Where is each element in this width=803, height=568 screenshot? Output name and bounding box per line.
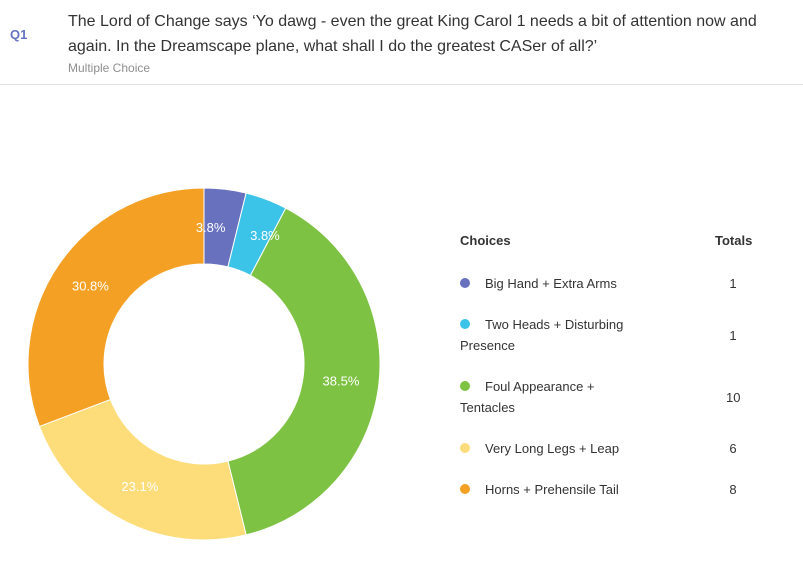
legend-color-dot [460, 484, 470, 494]
legend-choice-label: Very Long Legs + Leap [485, 441, 620, 456]
legend-color-dot [460, 319, 470, 329]
slice-percent-label: 3.8% [250, 228, 280, 243]
legend-choice-label: Horns + Prehensile Tail [485, 482, 619, 497]
legend-choice-label: Foul Appearance + Tentacles [460, 379, 595, 415]
legend-total-value: 6 [729, 441, 737, 456]
legend-color-dot [460, 278, 470, 288]
question-type: Multiple Choice [68, 61, 151, 75]
donut-slice [38, 398, 247, 541]
slice-percent-label: 3.8% [196, 220, 226, 235]
legend-color-dot [460, 381, 470, 391]
legend-total-value: 1 [729, 328, 737, 343]
legend-total-value: 10 [726, 390, 741, 405]
slice-percent-label: 23.1% [121, 479, 158, 494]
question-number: Q1 [10, 27, 28, 42]
choices-header: Choices [460, 233, 511, 248]
legend-choice-label: Two Heads + Disturbing Presence [460, 317, 624, 353]
donut-slice [227, 207, 381, 536]
donut-chart: 3.8% 3.8% 38.5% 23.1% 30.8% [27, 187, 381, 541]
donut-slice [27, 187, 205, 428]
slice-percent-label: 38.5% [323, 374, 360, 389]
legend-choice-label: Big Hand + Extra Arms [485, 276, 617, 291]
question-text: The Lord of Change says ‘Yo dawg - even … [68, 13, 757, 55]
legend-total-value: 1 [729, 276, 737, 291]
totals-header: Totals [715, 233, 753, 248]
divider [0, 84, 803, 85]
legend-color-dot [460, 443, 470, 453]
legend-total-value: 8 [729, 482, 737, 497]
slice-percent-label: 30.8% [72, 279, 109, 294]
